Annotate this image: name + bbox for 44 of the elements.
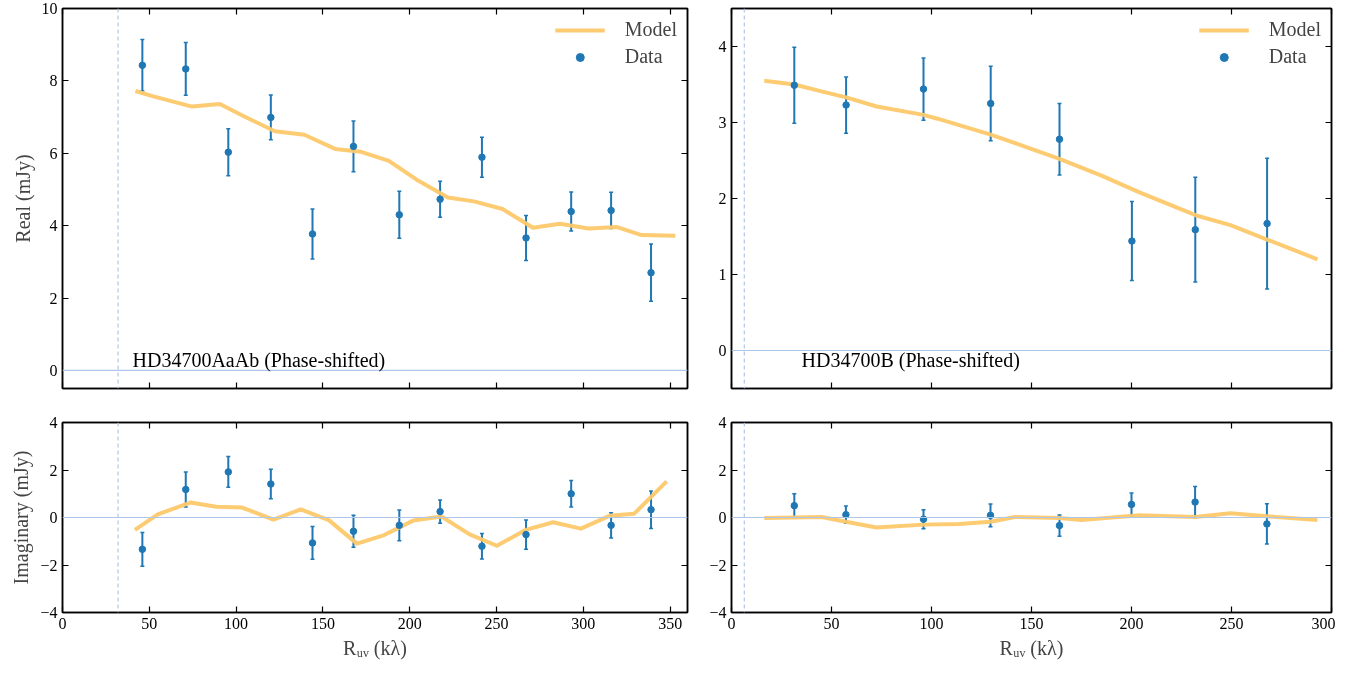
y-tick-label: 2: [718, 461, 727, 479]
y-tick-label: 0: [49, 361, 58, 379]
annotation: HD34700AaAb (Phase-shifted): [132, 348, 386, 372]
x-tick-label: 200: [1119, 614, 1144, 632]
y-tick-label: 2: [718, 190, 727, 207]
y-tick-label: −4: [709, 604, 727, 621]
y-tick-label: 4: [49, 217, 58, 235]
y-tick-label: 6: [49, 144, 58, 162]
y-tick-label: 4: [718, 38, 727, 55]
y-tick-label: 0: [718, 342, 727, 359]
y-tick-label: −4: [40, 604, 58, 621]
legend-label: Data: [1268, 45, 1307, 68]
y-tick-label: 1: [718, 266, 727, 283]
x-tick-label: 50: [823, 614, 840, 632]
x-tick-label: 250: [1219, 614, 1244, 632]
x-tick-label: 200: [397, 614, 422, 632]
x-tick-label: 300: [571, 614, 596, 632]
y-tick-label: 2: [49, 461, 58, 479]
x-axis-title: Rᵤᵥ (kλ): [343, 636, 407, 660]
y-axis-title: Imaginary (mJy): [10, 450, 34, 585]
x-tick-label: 150: [1019, 614, 1044, 632]
x-tick-label: 100: [224, 614, 249, 632]
y-tick-label: −2: [709, 556, 727, 574]
y-tick-label: −2: [40, 556, 58, 574]
y-tick-label: 0: [49, 509, 58, 526]
x-tick-label: 350: [658, 614, 683, 632]
y-tick-label: 10: [41, 0, 58, 17]
y-tick-label: 0: [718, 509, 727, 526]
legend-label: Data: [624, 45, 663, 68]
x-axis-title: Rᵤᵥ (kλ): [999, 636, 1064, 660]
annotation: HD34700B (Phase-shifted): [801, 348, 1020, 372]
y-tick-label: 4: [718, 414, 727, 431]
y-tick-label: 4: [49, 414, 58, 431]
y-tick-label: 3: [718, 114, 727, 131]
x-tick-label: 150: [310, 614, 335, 632]
x-tick-label: 100: [919, 614, 944, 632]
x-tick-label: 300: [1311, 614, 1336, 632]
x-tick-label: 250: [484, 614, 509, 632]
legend-label: Model: [1268, 18, 1321, 41]
y-tick-label: 8: [49, 72, 58, 90]
y-axis-title: Real (mJy): [11, 154, 35, 243]
legend-label: Model: [624, 18, 677, 41]
y-tick-label: 2: [49, 289, 58, 307]
x-tick-label: 50: [141, 614, 158, 632]
